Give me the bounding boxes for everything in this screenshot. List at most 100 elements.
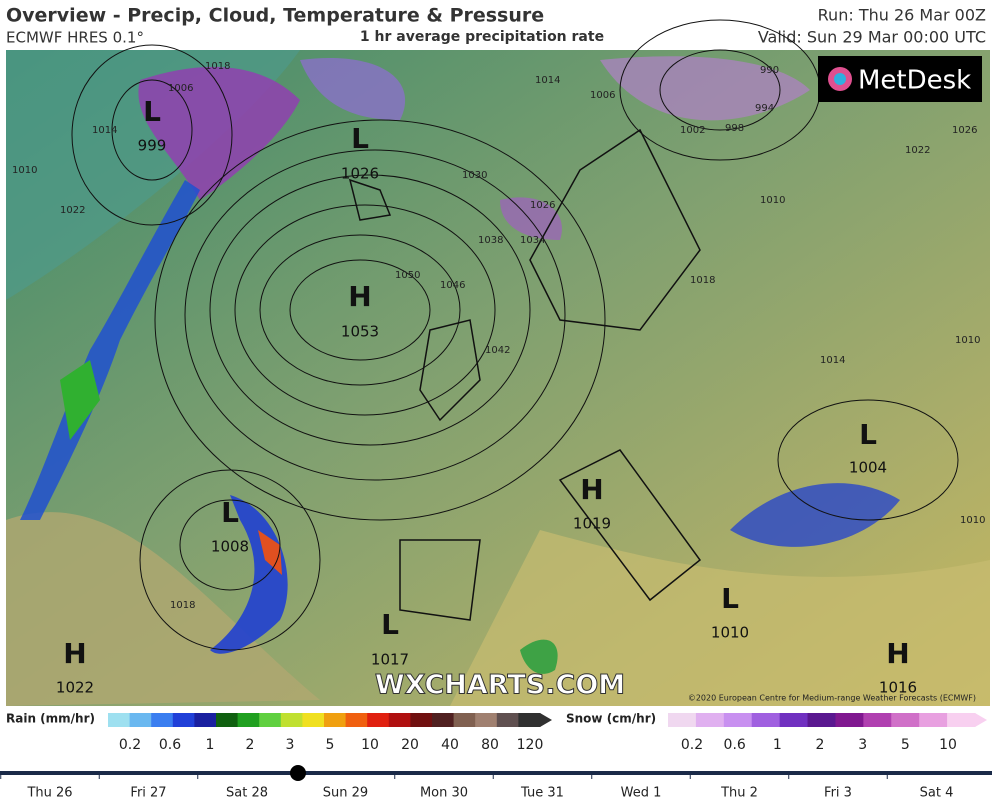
day-label[interactable]: Fri 3 [824,786,852,801]
center-value: 1022 [56,679,94,697]
center-value: 1017 [371,651,409,669]
center-value: 1016 [879,679,917,697]
scale-tick-label: 0.2 [681,737,703,753]
scale-swatch [432,713,455,727]
day-label[interactable]: Wed 1 [621,786,662,801]
center-value: 1010 [711,624,749,642]
scale-swatch [237,713,260,727]
scale-swatch [807,713,836,727]
scale-swatch [668,713,697,727]
snow [300,58,406,120]
scale-tick-label: 2 [246,737,255,753]
scale-arrow [540,713,552,727]
scale-swatch [151,713,174,727]
scale-tick-label: 0.6 [159,737,181,753]
center-symbol: L [381,608,399,641]
day-label[interactable]: Thu 2 [720,786,758,801]
scale-tick-label: 1 [206,737,215,753]
scale-tick-label: 1 [773,737,782,753]
day-label[interactable]: Tue 31 [520,786,564,801]
center-symbol: L [859,418,877,451]
isobar-label: 1006 [590,90,615,101]
isobar-label: 1050 [395,270,420,281]
watermark: WXCHARTS.COM [375,670,625,701]
scale-swatch [496,713,519,727]
day-label[interactable]: Sat 4 [920,786,954,801]
isobar-label: 1018 [170,600,195,611]
scale-swatch [947,713,976,727]
scale-tick-label: 5 [326,737,335,753]
scale-tick-label: 0.6 [724,737,746,753]
center-value: 1019 [573,515,611,533]
isobar-label: 1026 [530,200,555,211]
isobar-label: 1014 [92,125,117,136]
isobar-label: 1010 [960,515,985,526]
isobar-label: 1030 [462,170,487,181]
scale-tick-label: 20 [401,737,419,753]
scales: 0.2 0.6 1 2 3 5 10 20 40 80 120 0.2 0.6 1 2 3 5 10 [108,713,987,753]
rain [20,180,200,520]
scale-arrow [975,713,987,727]
center-symbol: L [351,122,369,155]
scale-swatch [172,713,195,727]
model: ECMWF HRES 0.1° [6,29,144,47]
logo-icon [834,73,846,85]
rain-label: Rain (mm/hr) [6,712,95,726]
isobar-label: 994 [755,103,774,114]
scale-tick-label: 5 [901,737,910,753]
center-value: 1008 [211,538,249,556]
isobar-label: 1042 [485,345,510,356]
day-label[interactable]: Fri 27 [130,786,166,801]
scale-swatch [410,713,433,727]
title: Overview - Precip, Cloud, Temperature & … [6,5,544,27]
center-symbol: H [580,473,603,506]
rain [730,483,900,547]
isobar-label: 1010 [760,195,785,206]
scale-swatch [194,713,217,727]
scale-swatch [367,713,390,727]
snow-label: Snow (cm/hr) [566,712,656,726]
day-label[interactable]: Mon 30 [420,786,468,801]
isobar-label: 1046 [440,280,465,291]
logo: MetDesk [858,66,971,96]
timeline-handle[interactable] [290,765,306,781]
snow [600,56,810,121]
isobar-label: 1010 [955,335,980,346]
isobar-label: 1006 [168,83,193,94]
scale-tick-label: 120 [517,737,544,753]
scale-tick-label: 10 [361,737,379,753]
isobar-label: 1018 [690,275,715,286]
scale-swatch [216,713,239,727]
isobar-label: 990 [760,65,779,76]
scale-swatch [723,713,753,727]
rain [210,495,288,654]
center-value: 1026 [341,165,379,183]
isobar-labels: 1018 1006 1014 1010 1022 1030 1038 1034 1026 1046… [12,61,985,611]
scale-swatch [302,713,325,727]
center-symbol: L [143,95,161,128]
scale-swatch [751,713,781,727]
scale-tick-label: 3 [286,737,295,753]
day-label[interactable]: Sat 28 [226,786,268,801]
rain [520,639,558,674]
center-value: 1053 [341,323,379,341]
rain [60,360,100,440]
land-area [450,530,990,706]
scale-tick-label: 0.2 [119,737,141,753]
credit: ©2020 European Centre for Medium-range W… [688,694,976,703]
isobars [71,19,959,651]
isobar-label: 1038 [478,235,503,246]
scale-swatch [280,713,303,727]
center-symbol: H [63,637,86,670]
scale-tick-label: 3 [858,737,867,753]
scale-swatch [919,713,948,727]
cloud [6,512,320,706]
day-label[interactable]: Sun 29 [323,786,368,801]
scale-swatch [779,713,809,727]
scale-swatch [345,713,368,727]
isobar-label: 1018 [205,61,230,72]
scale-swatch [259,713,282,727]
day-label[interactable]: Thu 26 [26,786,72,801]
